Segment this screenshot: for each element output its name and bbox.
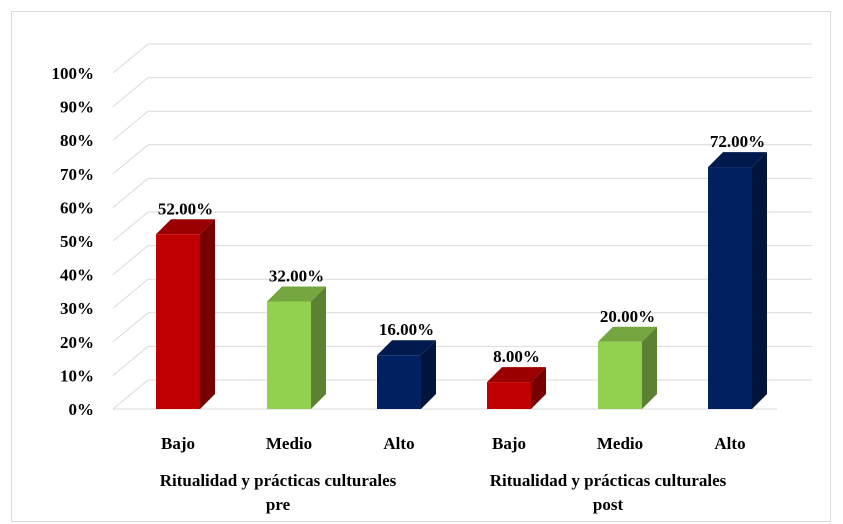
category-label: Medio [597,434,643,453]
y-tick-label: 70% [60,165,94,184]
y-tick-label: 80% [60,131,94,150]
bar-front [267,301,311,409]
category-label: Alto [714,434,745,453]
bar-front [156,234,200,409]
gridline-side [112,77,149,107]
category-label: Bajo [492,434,526,453]
data-label: 20.00% [600,307,655,326]
y-tick-label: 30% [60,299,94,318]
gridline-side [112,144,149,175]
category-label: Alto [383,434,414,453]
bar-front [377,355,421,409]
gridline-side [112,110,149,141]
bar-top [487,367,546,383]
data-label: 8.00% [493,347,540,366]
bar-side [200,219,215,409]
bar-alto-post [708,152,767,409]
y-tick-label: 20% [60,333,94,352]
gridline-side [112,379,149,410]
bar-side [311,286,326,409]
bar-top [156,219,215,235]
group-labels: Ritualidad y prácticas culturales pre Ritu… [160,471,727,514]
bar-alto-pre [377,340,436,409]
group-label: Ritualidad y prácticas culturales [160,471,397,490]
data-labels: 52.00% 32.00% 16.00% 8.00% 20.00% 72.00% [158,132,765,366]
data-label: 72.00% [710,132,765,151]
category-labels: Bajo Medio Alto Bajo Medio Alto [161,434,746,453]
category-label: Bajo [161,434,195,453]
bar-side [642,326,657,409]
chart-frame [11,11,831,522]
gridline-side [112,211,149,242]
bar-side [531,367,546,409]
group-label: post [593,495,624,514]
y-tick-label: 100% [52,64,95,83]
group-label: Ritualidad y prácticas culturales [490,471,727,490]
y-tick-label: 10% [60,366,94,385]
bar-top [267,286,326,302]
y-tick-label: 0% [69,400,95,419]
gridline-side [112,312,149,343]
bars [156,152,767,409]
y-axis-ticks: 0% 10% 20% 30% 40% 50% 60% 70% 80% 90% 100% [52,64,95,419]
data-label: 52.00% [158,199,213,218]
bar-medio-pre [267,286,326,409]
gridline-side [112,346,149,376]
bar-bajo-post [487,367,546,409]
y-tick-label: 40% [60,266,94,285]
gridline-side [112,43,149,74]
y-tick-label: 90% [60,98,94,117]
bar-front [487,382,531,409]
bar-medio-post [598,326,657,409]
group-label: pre [266,495,291,514]
data-label: 16.00% [379,320,434,339]
bar-top [708,152,767,168]
category-label: Medio [266,434,312,453]
y-tick-label: 50% [60,232,94,251]
bar-front [708,167,752,409]
bar-side [421,340,436,409]
gridline-side [112,245,149,275]
bar-bajo-pre [156,219,215,409]
bar-front [598,341,642,409]
bar-top [598,326,657,342]
gridline-side [112,178,149,208]
y-tick-label: 60% [60,198,94,217]
gridlines [112,43,812,410]
gridline-side [112,278,149,309]
data-label: 32.00% [269,266,324,285]
bar-side [752,152,767,409]
bar-top [377,340,436,356]
